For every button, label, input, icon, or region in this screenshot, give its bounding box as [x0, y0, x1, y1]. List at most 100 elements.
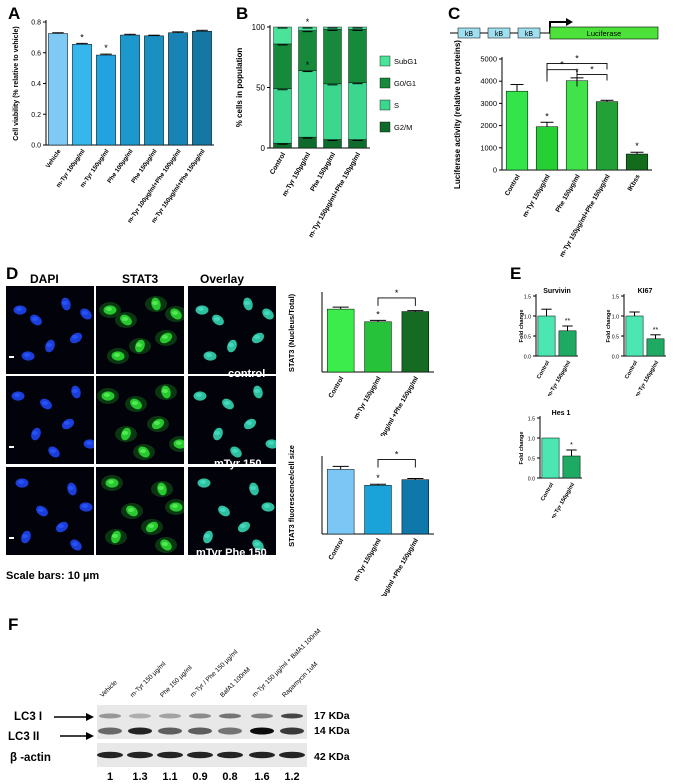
cell-nuclei: [97, 384, 184, 460]
microscopy-image-overlay-0: [188, 286, 276, 374]
construct-luciferase-box: [549, 26, 659, 40]
y-tick-label: 5000: [480, 55, 497, 64]
panel-letter-b: B: [236, 4, 249, 23]
y-tick-label: 2000: [480, 121, 497, 130]
band-lc3-i: [189, 713, 211, 719]
panel-letter-e: E: [510, 264, 522, 283]
cell-nucleus-highlight: [72, 389, 78, 393]
band-lc3-i: [99, 713, 121, 719]
stacked-bar-segment: [273, 26, 292, 45]
cell-nucleus-highlight: [162, 335, 168, 339]
y-tick-label: 0: [261, 144, 266, 153]
y-tick-label: 0.5: [612, 335, 619, 341]
significance-marker: *: [575, 53, 579, 63]
cell-nuclei: [197, 478, 275, 551]
western-quant-value: 1.1: [162, 771, 178, 783]
significance-marker: *: [635, 141, 639, 151]
significance-marker: **: [653, 327, 659, 334]
bar: [565, 80, 589, 171]
x-tick-label: m-Tyr 150µg/ml: [522, 173, 552, 218]
cell-nucleus-highlight: [62, 301, 68, 305]
cell-nuclei: [9, 297, 92, 361]
y-tick-label: 1.0: [528, 437, 535, 443]
significance-bracket: [576, 74, 608, 87]
x-tick-label: m-Tyr 150µg/ml: [551, 482, 577, 518]
significance-marker: *: [104, 43, 108, 53]
cell-nucleus-highlight: [24, 353, 30, 357]
band-beta-actin: [279, 751, 305, 759]
cell-nucleus-highlight: [214, 317, 220, 321]
microscopy-image-dapi-0: [6, 286, 94, 374]
scale-bar: [9, 446, 14, 448]
x-tick-label: Control: [269, 151, 287, 176]
bar: [364, 485, 392, 535]
y-tick-label: 0.8: [31, 20, 41, 27]
legend-swatch: [379, 121, 391, 133]
y-tick-label: 0: [493, 166, 497, 175]
cell-nucleus-highlight: [148, 524, 154, 528]
cell-nucleus-highlight: [122, 317, 128, 321]
band-lc3-ii: [98, 727, 122, 735]
significance-marker: *: [570, 442, 573, 449]
western-quant-value: 0.9: [192, 771, 208, 783]
cell-nucleus-highlight: [114, 353, 120, 357]
x-tick-label: Control: [328, 537, 346, 561]
significance-marker: *: [590, 65, 594, 75]
band-lc3-ii: [218, 727, 242, 735]
cell-nucleus-highlight: [228, 343, 234, 347]
cell-nucleus-highlight: [72, 542, 78, 546]
cell-nucleus-highlight: [32, 317, 38, 321]
construct-kb-box: [517, 27, 541, 39]
y-tick-label: 0.0: [528, 477, 535, 483]
chart-e2: 0.0 0.5 1.0 1.5 Control ** m-Tyr 150µg/ml Fold …: [606, 288, 666, 396]
cell-nucleus-highlight: [46, 343, 52, 347]
cell-nucleus-highlight: [220, 508, 226, 512]
microscopy-image-overlay-1: [188, 376, 276, 464]
cell-nucleus-highlight: [128, 508, 134, 512]
panel-letter-f: F: [8, 615, 19, 634]
y-tick-label: 0.5: [528, 457, 535, 463]
band-beta-actin: [127, 751, 153, 759]
x-tick-label: m-Tyr 150µg/ml: [353, 537, 383, 582]
cell-nucleus-highlight: [246, 421, 252, 425]
cell-nucleus-highlight: [152, 301, 158, 305]
microscopy-image-dapi-2: [6, 467, 94, 555]
band-lc3-i: [129, 713, 151, 719]
cell-nucleus-highlight: [16, 307, 22, 311]
significance-marker: *: [395, 450, 399, 460]
cell-nucleus-highlight: [176, 441, 182, 445]
cell-nucleus-highlight: [140, 449, 146, 453]
western-kda-14: 14 KDa: [314, 725, 350, 737]
significance-bracket: [377, 297, 416, 306]
bar: [537, 315, 556, 357]
band-beta-actin: [97, 751, 123, 759]
bar: [541, 437, 560, 479]
significance-marker: *: [80, 32, 84, 42]
chart-d1: Control*m-Tyr 150µg/mlm-Tyr 150µg/ml +Ph…: [287, 288, 434, 436]
significance-marker: *: [306, 17, 310, 27]
bar: [144, 35, 164, 146]
cell-nucleus-highlight: [108, 480, 114, 484]
y-tick-label: 1.0: [612, 315, 619, 321]
legend-swatch: [379, 55, 391, 67]
microscopy-image-stat3-1: [96, 376, 184, 464]
bar: [120, 34, 140, 146]
cell-nucleus-highlight: [162, 389, 168, 393]
western-lane-label: BafA1 100nM: [219, 666, 252, 699]
legend-label: G0/G1: [394, 79, 416, 88]
cell-nucleus-highlight: [32, 431, 38, 435]
cell-nucleus-highlight: [158, 486, 164, 490]
microscopy-image-stat3-2: [96, 467, 184, 555]
cell-nucleus-highlight: [198, 307, 204, 311]
cell-nucleus-highlight: [64, 421, 70, 425]
cell-nucleus-highlight: [232, 449, 238, 453]
y-axis-label: Fold change: [519, 432, 525, 465]
stacked-bar-segment: [298, 26, 317, 31]
western-label-beta-actin: β -actin: [10, 752, 51, 764]
legend-label: S: [394, 101, 399, 110]
cell-nuclei: [101, 475, 184, 553]
cell-nucleus-highlight: [104, 393, 110, 397]
y-tick-label: 3000: [480, 99, 497, 108]
